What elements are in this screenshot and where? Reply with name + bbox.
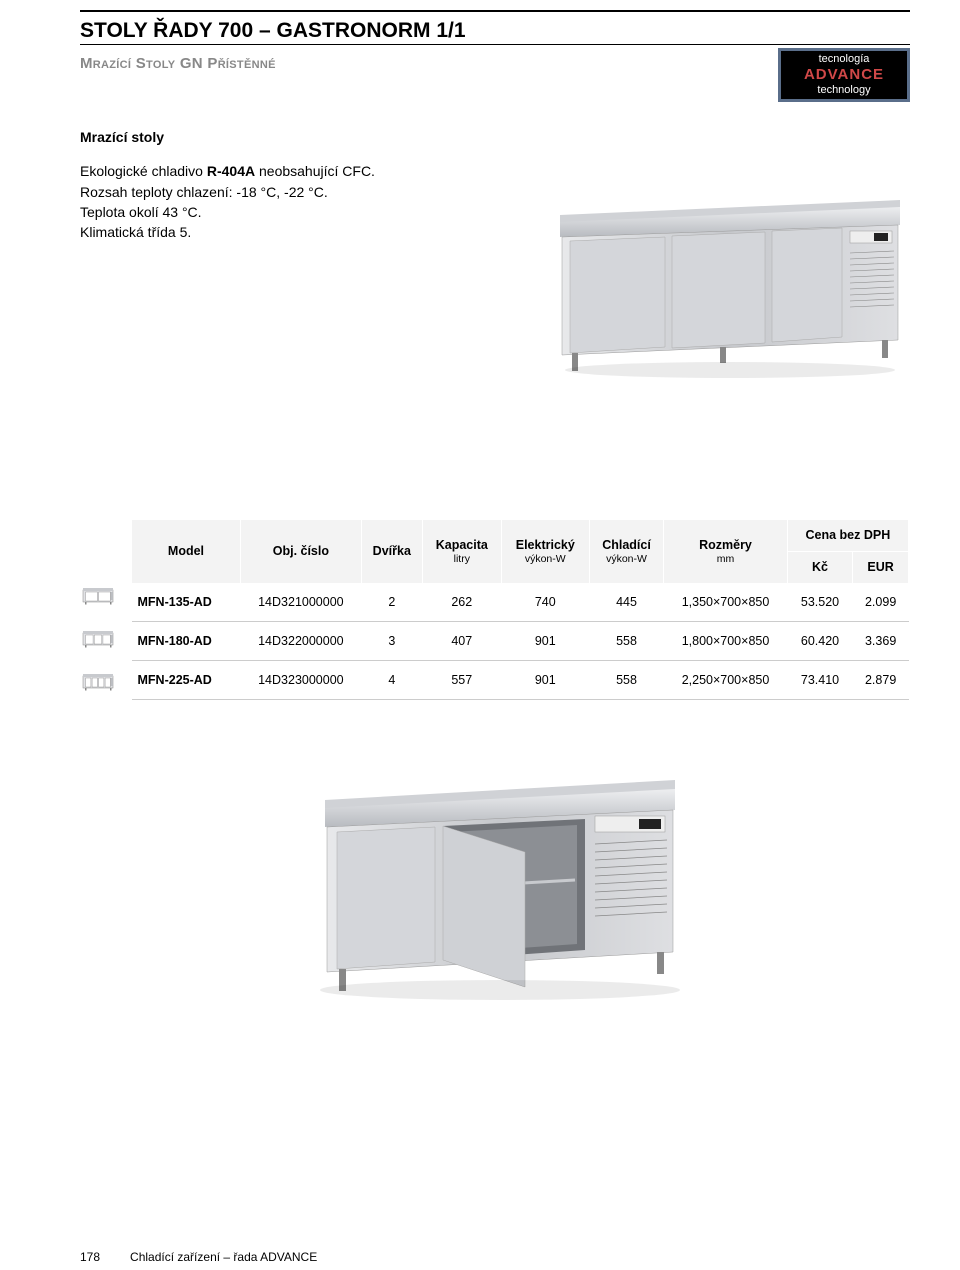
cell-obj: 14D321000000 — [240, 583, 361, 622]
cell-eur: 3.369 — [853, 621, 909, 660]
page-footer: 178 Chladící zařízení – řada ADVANCE — [80, 1250, 317, 1264]
col-elec: Elektrickývýkon-W — [501, 520, 589, 583]
row-icon — [80, 573, 130, 616]
col-model: Model — [132, 520, 241, 583]
col-price-group: Cena bez DPH — [787, 520, 908, 552]
intro-lead: Mrazící stoly — [80, 127, 910, 147]
cell-kc: 73.410 — [787, 660, 852, 699]
cell-capacity: 262 — [422, 583, 501, 622]
badge-line2: ADVANCE — [804, 66, 884, 84]
footer-text: Chladící zařízení – řada ADVANCE — [130, 1250, 317, 1264]
cell-doors: 2 — [361, 583, 422, 622]
cell-cool: 445 — [589, 583, 663, 622]
product-photo-top — [550, 175, 910, 385]
product-photo-bottom — [295, 752, 695, 1012]
page-number: 178 — [80, 1250, 100, 1264]
cell-capacity: 557 — [422, 660, 501, 699]
cell-capacity: 407 — [422, 621, 501, 660]
col-kc: Kč — [787, 551, 852, 583]
page-title: STOLY ŘADY 700 – GASTRONORM 1/1 — [80, 16, 910, 44]
col-dims: Rozměrymm — [664, 520, 788, 583]
spec-table-wrap: Model Obj. číslo Dvířka Kapacitalitry El… — [80, 517, 910, 702]
cell-doors: 3 — [361, 621, 422, 660]
cell-obj: 14D322000000 — [240, 621, 361, 660]
spec-table: Model Obj. číslo Dvířka Kapacitalitry El… — [131, 520, 909, 700]
cell-model: MFN-180-AD — [132, 621, 241, 660]
cell-kc: 53.520 — [787, 583, 852, 622]
cell-dims: 2,250×700×850 — [664, 660, 788, 699]
badge-line1: tecnología — [819, 53, 870, 66]
badge-line3: technology — [817, 84, 870, 97]
cell-model: MFN-135-AD — [132, 583, 241, 622]
table-row: MFN-135-AD 14D321000000 2 262 740 445 1,… — [132, 583, 909, 622]
cell-obj: 14D323000000 — [240, 660, 361, 699]
col-capacity: Kapacitalitry — [422, 520, 501, 583]
row-icon — [80, 659, 130, 702]
col-eur: EUR — [853, 551, 909, 583]
col-cool: Chladícívýkon-W — [589, 520, 663, 583]
cell-cool: 558 — [589, 660, 663, 699]
cell-eur: 2.099 — [853, 583, 909, 622]
cell-dims: 1,350×700×850 — [664, 583, 788, 622]
cell-eur: 2.879 — [853, 660, 909, 699]
cell-elec: 901 — [501, 660, 589, 699]
cell-model: MFN-225-AD — [132, 660, 241, 699]
col-obj: Obj. číslo — [240, 520, 361, 583]
table-row: MFN-225-AD 14D323000000 4 557 901 558 2,… — [132, 660, 909, 699]
tech-badge: tecnología ADVANCE technology — [778, 48, 910, 102]
cell-elec: 901 — [501, 621, 589, 660]
cell-doors: 4 — [361, 660, 422, 699]
cell-cool: 558 — [589, 621, 663, 660]
table-row: MFN-180-AD 14D322000000 3 407 901 558 1,… — [132, 621, 909, 660]
row-icon — [80, 616, 130, 659]
col-doors: Dvířka — [361, 520, 422, 583]
cell-dims: 1,800×700×850 — [664, 621, 788, 660]
cell-elec: 740 — [501, 583, 589, 622]
cell-kc: 60.420 — [787, 621, 852, 660]
